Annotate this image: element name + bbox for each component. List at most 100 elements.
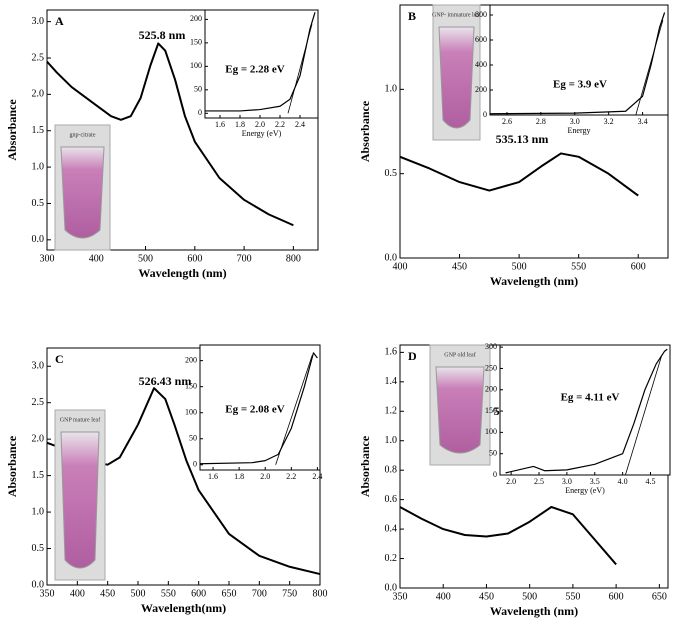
y-tick-label: 1.0 bbox=[385, 435, 398, 446]
x-tick-label: 600 bbox=[187, 253, 202, 264]
y-tick-label: 2.0 bbox=[32, 433, 45, 444]
y-tick-label: 1.0 bbox=[385, 84, 398, 95]
y-tick-label: 200 bbox=[190, 14, 202, 23]
y-axis-label: Absorbance bbox=[358, 100, 372, 162]
x-tick-label: 2.4 bbox=[295, 120, 305, 129]
x-tick-label: 450 bbox=[452, 261, 467, 272]
x-tick-label: 3.5 bbox=[590, 477, 600, 486]
tangent-line bbox=[287, 23, 313, 114]
annotation: 526.43 nm bbox=[139, 374, 192, 388]
y-tick-label: 0.5 bbox=[385, 168, 398, 179]
x-tick-label: 3.2 bbox=[604, 117, 614, 126]
y-tick-label: 0.0 bbox=[385, 252, 398, 263]
y-tick-label: 600 bbox=[475, 35, 487, 44]
y-tick-label: 1.5 bbox=[32, 470, 45, 481]
y-tick-label: 150 bbox=[185, 381, 197, 390]
panel-label: A bbox=[55, 14, 64, 28]
x-tick-label: 500 bbox=[138, 253, 153, 264]
y-tick-label: 0.5 bbox=[32, 543, 45, 554]
y-tick-label: 50 bbox=[189, 434, 197, 443]
x-tick-label: 600 bbox=[631, 261, 646, 272]
x-tick-label: 450 bbox=[479, 591, 494, 602]
y-tick-label: 0 bbox=[198, 108, 202, 117]
x-tick-label: 500 bbox=[512, 261, 527, 272]
annotation: Eg = 3.9 eV bbox=[553, 79, 607, 91]
y-tick-label: 2.0 bbox=[32, 89, 45, 100]
x-tick-label: 550 bbox=[161, 588, 176, 599]
plot-area bbox=[204, 9, 319, 119]
vial bbox=[435, 366, 485, 454]
y-tick-label: 0.2 bbox=[385, 553, 398, 564]
y-tick-label: 200 bbox=[485, 385, 497, 394]
spectrum-line bbox=[489, 12, 666, 115]
x-tick-label: 400 bbox=[436, 591, 451, 602]
x-tick-label: 4.5 bbox=[645, 477, 655, 486]
x-axis-label: Energy (eV) bbox=[242, 129, 282, 138]
x-tick-label: 750 bbox=[282, 588, 297, 599]
y-tick-label: 300 bbox=[485, 342, 497, 351]
y-tick-label: 0.8 bbox=[385, 464, 398, 475]
x-tick-label: 800 bbox=[313, 588, 328, 599]
x-axis-label: Wavelength (nm) bbox=[490, 274, 578, 288]
y-tick-label: 0 bbox=[483, 110, 487, 119]
x-tick-label: 4.0 bbox=[618, 477, 628, 486]
y-tick-label: 150 bbox=[190, 38, 202, 47]
y-tick-label: 0.4 bbox=[385, 523, 398, 534]
y-tick-label: 150 bbox=[485, 406, 497, 415]
photo-label: GNP- immature leaf bbox=[432, 11, 481, 18]
annotation: 535.13 nm bbox=[496, 132, 549, 146]
x-tick-label: 1.6 bbox=[215, 120, 225, 129]
y-tick-label: 100 bbox=[185, 408, 197, 417]
y-tick-label: 3.0 bbox=[32, 16, 45, 27]
x-tick-label: 650 bbox=[652, 591, 667, 602]
x-tick-label: 2.8 bbox=[536, 117, 546, 126]
y-tick-label: 0 bbox=[193, 460, 197, 469]
y-tick-label: 0.0 bbox=[32, 234, 45, 245]
plot-area bbox=[489, 4, 669, 116]
x-tick-label: 450 bbox=[100, 588, 115, 599]
y-tick-label: 0.5 bbox=[32, 198, 45, 209]
x-tick-label: 400 bbox=[89, 253, 104, 264]
spectrum-line bbox=[399, 506, 617, 566]
x-tick-label: 400 bbox=[393, 261, 408, 272]
x-tick-label: 2.2 bbox=[286, 472, 296, 481]
y-tick-label: 0.6 bbox=[385, 494, 398, 505]
y-tick-label: 0.0 bbox=[385, 582, 398, 593]
y-tick-label: 800 bbox=[475, 10, 487, 19]
y-tick-label: 50 bbox=[489, 449, 497, 458]
y-tick-label: 0.0 bbox=[32, 579, 45, 590]
plot-area bbox=[199, 344, 321, 471]
x-tick-label: 500 bbox=[131, 588, 146, 599]
x-axis-label: Wavelength(nm) bbox=[141, 601, 226, 615]
x-tick-label: 2.2 bbox=[275, 120, 285, 129]
y-tick-label: 0 bbox=[493, 470, 497, 479]
tangent-line bbox=[275, 355, 313, 465]
x-tick-label: 2.0 bbox=[255, 120, 265, 129]
y-axis-label: Absorbance bbox=[5, 435, 19, 497]
x-tick-label: 2.4 bbox=[312, 472, 322, 481]
y-tick-label: 1.0 bbox=[32, 506, 45, 517]
y-tick-label: 400 bbox=[475, 60, 487, 69]
x-axis-label: Wavelength (nm) bbox=[138, 266, 226, 280]
x-tick-label: 2.0 bbox=[260, 472, 270, 481]
y-tick-label: 3.0 bbox=[32, 361, 45, 372]
y-tick-label: 1.5 bbox=[32, 125, 45, 136]
spectrum-line bbox=[505, 348, 668, 474]
y-tick-label: 1.6 bbox=[385, 347, 398, 358]
y-tick-label: 2.5 bbox=[32, 397, 45, 408]
panel-label: D bbox=[408, 349, 417, 363]
x-tick-label: 350 bbox=[40, 588, 55, 599]
y-tick-label: 100 bbox=[190, 61, 202, 70]
x-tick-label: 700 bbox=[237, 253, 252, 264]
plot-area bbox=[499, 344, 671, 476]
annotation: 525.8 nm bbox=[139, 28, 186, 42]
x-tick-label: 1.8 bbox=[234, 472, 244, 481]
x-tick-label: 2.5 bbox=[534, 477, 544, 486]
x-tick-label: 800 bbox=[286, 253, 301, 264]
vial bbox=[60, 431, 100, 569]
y-tick-label: 1.0 bbox=[32, 161, 45, 172]
photo-label: GNP old leaf bbox=[444, 351, 475, 358]
x-tick-label: 3.0 bbox=[570, 117, 580, 126]
annotation: Eg = 4.11 eV bbox=[561, 392, 620, 404]
x-tick-label: 500 bbox=[522, 591, 537, 602]
